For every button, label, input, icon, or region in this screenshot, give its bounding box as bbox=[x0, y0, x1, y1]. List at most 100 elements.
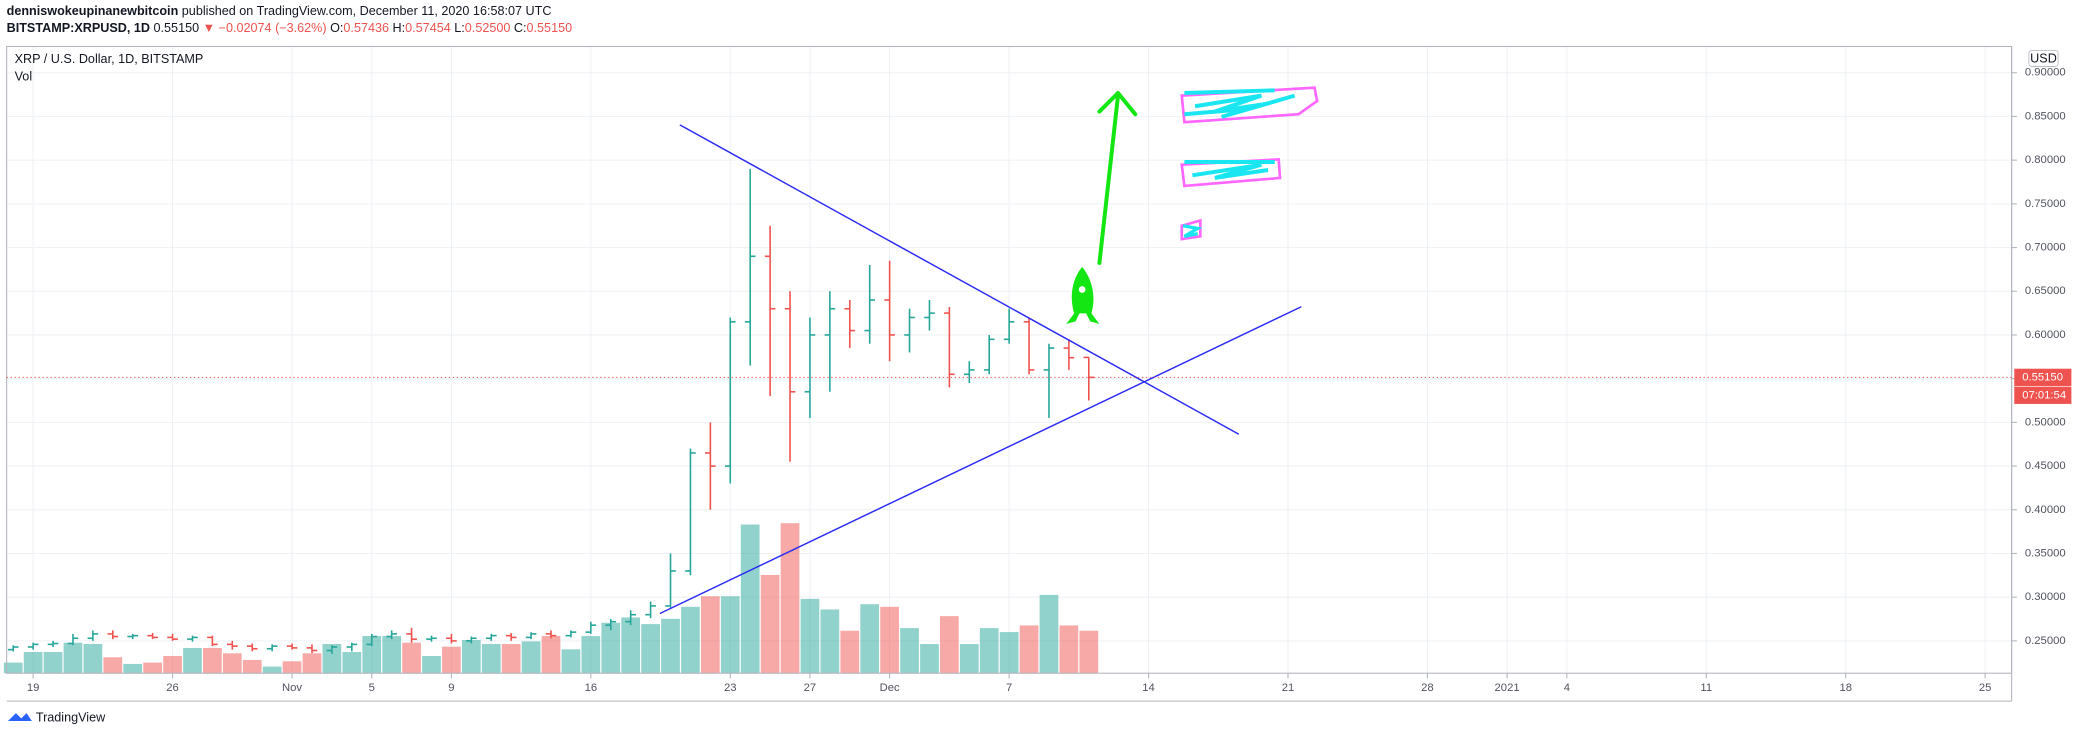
currency-badge[interactable] bbox=[2028, 50, 2059, 67]
volume-bar bbox=[501, 644, 521, 674]
brand[interactable]: TradingView bbox=[36, 711, 106, 725]
volume-bar bbox=[63, 642, 83, 674]
volume-bar bbox=[23, 651, 43, 674]
volume-bar bbox=[3, 662, 23, 674]
header-line: denniswokeupinanewbitcoin published on T… bbox=[7, 4, 552, 18]
volume-bar bbox=[641, 624, 660, 674]
volume-bar bbox=[740, 524, 760, 674]
currency: USD bbox=[2030, 51, 2057, 65]
volume-bar bbox=[1039, 594, 1059, 674]
volume-bar bbox=[900, 628, 919, 674]
volume-bar bbox=[1059, 625, 1079, 674]
y-tick-label: 0.45000 bbox=[2025, 460, 2066, 472]
y-tick-label: 0.75000 bbox=[2025, 198, 2066, 210]
ohlc-c: 0.55150 bbox=[527, 22, 573, 36]
x-tick-label: 21 bbox=[1282, 682, 1295, 694]
header-quote: BITSTAMP:XRPUSD, 1D 0.55150 ▼ −0.02074 (… bbox=[7, 22, 573, 36]
volume-bar bbox=[242, 659, 262, 674]
volume-bar bbox=[820, 609, 840, 674]
volume-bar bbox=[979, 628, 999, 674]
y-tick-label: 0.80000 bbox=[2025, 154, 2066, 166]
volume-bar bbox=[362, 636, 382, 674]
y-tick-label: 0.50000 bbox=[2025, 416, 2066, 428]
volume-bar bbox=[541, 636, 561, 674]
ohlc-h-label: H: bbox=[393, 22, 406, 36]
trendline-lower bbox=[659, 306, 1302, 615]
volume-bar bbox=[681, 606, 700, 674]
symbol: BITSTAMP:XRPUSD, 1D bbox=[7, 22, 150, 36]
x-tick-label: 2021 bbox=[1495, 682, 1520, 694]
countdown: 07:01:54 bbox=[2022, 389, 2066, 401]
volume-bar bbox=[1019, 625, 1039, 674]
trendline-upper bbox=[679, 124, 1240, 435]
price: 0.55150 bbox=[154, 22, 200, 36]
ohlc-c-label: C: bbox=[514, 22, 527, 36]
arrow bbox=[1097, 90, 1138, 265]
volume-bar bbox=[1079, 630, 1099, 674]
published: published on TradingView.com, December 1… bbox=[182, 4, 552, 18]
ohlc-l: 0.52500 bbox=[465, 22, 511, 36]
rocket-window bbox=[1078, 286, 1086, 293]
volume-bar bbox=[621, 617, 641, 674]
ohlc-o-label: O: bbox=[330, 22, 343, 36]
y-tick-label: 0.60000 bbox=[2025, 329, 2066, 341]
author[interactable]: denniswokeupinanewbitcoin bbox=[7, 4, 179, 18]
rocket bbox=[1066, 266, 1100, 325]
volume-bar bbox=[322, 644, 342, 674]
x-tick-label: 18 bbox=[1839, 682, 1852, 694]
volume-bar bbox=[601, 622, 621, 674]
volume-bar bbox=[561, 649, 581, 674]
x-tick-label: 9 bbox=[448, 682, 454, 694]
grid-layer bbox=[6, 46, 2012, 674]
y-tick-label: 0.85000 bbox=[2025, 110, 2066, 122]
x-tick-label: 25 bbox=[1979, 682, 1992, 694]
volume-bar bbox=[999, 632, 1019, 674]
change: ▼ −0.02074 (−3.62%) bbox=[203, 22, 327, 36]
y-tick-label: 0.90000 bbox=[2025, 67, 2066, 79]
x-tick-label: Dec bbox=[880, 682, 900, 694]
x-tick-label: 4 bbox=[1564, 682, 1570, 694]
volume-bar bbox=[920, 644, 939, 674]
volume-label: Vol bbox=[15, 69, 33, 83]
brand-logo[interactable] bbox=[7, 713, 32, 722]
last-price-label: 0.55150 bbox=[2022, 371, 2063, 383]
price-bars bbox=[7, 168, 1095, 655]
pane-title: XRP / U.S. Dollar, 1D, BITSTAMP bbox=[15, 52, 204, 66]
volume-bar bbox=[760, 574, 780, 674]
x-tick-label: 26 bbox=[166, 682, 179, 694]
volume-layer bbox=[3, 523, 1099, 674]
scribble bbox=[1182, 224, 1203, 239]
volume-bar bbox=[282, 661, 302, 674]
y-tick-label: 0.30000 bbox=[2025, 591, 2066, 603]
ohlc-h: 0.57454 bbox=[405, 22, 451, 36]
volume-bar bbox=[302, 653, 322, 674]
volume-bar bbox=[402, 642, 421, 674]
x-tick-label: Nov bbox=[282, 682, 302, 694]
volume-bar bbox=[103, 657, 123, 674]
volume-bar bbox=[860, 604, 880, 674]
volume-bar bbox=[461, 640, 481, 674]
volume-bar bbox=[481, 644, 501, 674]
volume-bar bbox=[940, 616, 959, 674]
last-price-box bbox=[2014, 368, 2072, 386]
countdown-box bbox=[2014, 386, 2072, 404]
x-tick-label: 5 bbox=[369, 682, 375, 694]
volume-bar bbox=[581, 636, 601, 674]
scribble bbox=[1180, 218, 1202, 241]
volume-bar bbox=[800, 598, 820, 674]
x-tick-label: 14 bbox=[1142, 682, 1155, 694]
volume-bar bbox=[720, 596, 740, 674]
volume-bar bbox=[780, 523, 800, 674]
volume-bar bbox=[880, 606, 899, 674]
scribble bbox=[1184, 160, 1275, 180]
volume-bar bbox=[342, 651, 362, 674]
ohlc-l-label: L: bbox=[454, 22, 465, 36]
volume-bar bbox=[521, 641, 541, 674]
volume-bar bbox=[959, 644, 979, 674]
volume-bar bbox=[262, 666, 282, 674]
volume-bar bbox=[183, 648, 202, 674]
scribble bbox=[1180, 86, 1319, 124]
volume-bar bbox=[83, 644, 103, 674]
x-tick-label: 16 bbox=[585, 682, 598, 694]
